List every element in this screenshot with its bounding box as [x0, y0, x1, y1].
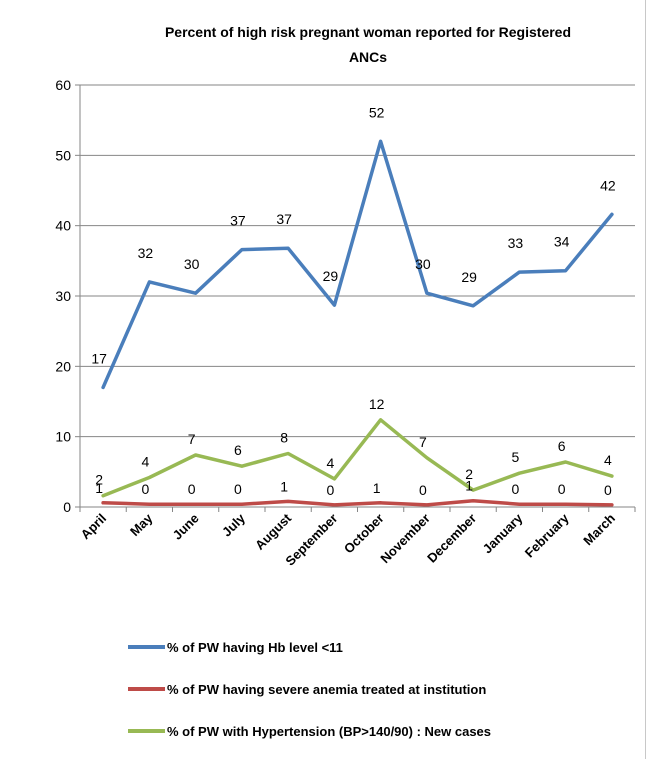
data-label-hb: 32 [138, 245, 154, 261]
data-label-severe-anemia: 0 [326, 482, 334, 498]
series-line-severe-anemia [101, 498, 614, 507]
data-label-severe-anemia: 0 [419, 482, 427, 498]
data-label-hypertension: 5 [511, 449, 519, 465]
x-tick-label: January [480, 510, 526, 556]
legend-item-hypertension: % of PW with Hypertension (BP>140/90) : … [128, 721, 491, 741]
data-label-hb: 37 [276, 211, 292, 227]
series-line-hypertension [101, 418, 614, 498]
x-tick-label: March [580, 510, 618, 548]
x-tick-label: July [219, 510, 249, 540]
x-tick-label: December [424, 511, 479, 566]
y-tick-label: 60 [55, 77, 71, 93]
data-label-hypertension: 7 [419, 434, 427, 450]
data-label-hypertension: 2 [95, 472, 103, 488]
x-tick-label: November [377, 511, 433, 567]
x-tick-label: May [127, 510, 156, 539]
x-tick-label: February [522, 510, 572, 560]
data-label-hb: 52 [369, 104, 385, 120]
legend-item-hb: % of PW having Hb level <11 [128, 637, 343, 657]
x-tick-label: October [341, 511, 387, 557]
y-tick-label: 20 [55, 358, 71, 374]
legend-label-hb: % of PW having Hb level <11 [167, 639, 343, 655]
legend-swatch-severe-anemia [128, 687, 165, 691]
data-label-severe-anemia: 0 [234, 481, 242, 497]
legend-label-severe-anemia: % of PW having severe anemia treated at … [167, 681, 487, 697]
data-label-hb: 42 [600, 177, 616, 193]
data-label-hypertension: 6 [558, 438, 566, 454]
legend-swatch-hb [128, 645, 165, 649]
data-label-hypertension: 6 [234, 442, 242, 458]
data-label-hypertension: 8 [280, 430, 288, 446]
y-tick-label: 50 [55, 147, 71, 163]
data-label-severe-anemia: 0 [511, 481, 519, 497]
data-label-severe-anemia: 1 [373, 480, 381, 496]
x-tick-label: August [252, 510, 295, 553]
data-label-hypertension: 7 [188, 431, 196, 447]
y-tick-label: 10 [55, 429, 71, 445]
y-tick-label: 30 [55, 288, 71, 304]
data-label-hypertension: 12 [369, 396, 385, 412]
data-label-severe-anemia: 1 [280, 478, 288, 494]
data-label-hypertension: 4 [604, 452, 612, 468]
data-label-severe-anemia: 1 [95, 480, 103, 496]
data-label-severe-anemia: 0 [141, 481, 149, 497]
x-tick-label: April [78, 511, 110, 543]
series-line-hb [101, 139, 614, 390]
legend-label-hypertension: % of PW with Hypertension (BP>140/90) : … [167, 723, 492, 739]
y-tick-label: 40 [55, 218, 71, 234]
data-label-hb: 17 [91, 350, 107, 366]
data-label-hb: 37 [230, 213, 246, 229]
data-label-hb: 34 [554, 234, 570, 250]
chart-title-line-1: Percent of high risk pregnant woman repo… [165, 24, 571, 40]
y-tick-label: 0 [63, 499, 71, 515]
data-label-hb: 30 [184, 256, 200, 272]
chart-title-line-2: ANCs [349, 49, 387, 65]
data-label-severe-anemia: 0 [604, 482, 612, 498]
x-tick-label: June [170, 511, 202, 543]
data-label-hb: 30 [415, 256, 431, 272]
data-label-hypertension: 4 [141, 453, 149, 469]
legend-swatch-hypertension [128, 729, 165, 733]
data-label-hypertension: 4 [326, 455, 334, 471]
data-label-severe-anemia: 0 [558, 481, 566, 497]
legend-item-severe-anemia: % of PW having severe anemia treated at … [128, 679, 486, 699]
data-label-hb: 29 [323, 268, 339, 284]
data-label-severe-anemia: 1 [465, 478, 473, 494]
data-label-hb: 33 [508, 235, 524, 251]
data-label-severe-anemia: 0 [188, 481, 196, 497]
data-label-hypertension: 2 [465, 466, 473, 482]
data-label-hb: 29 [461, 269, 477, 285]
